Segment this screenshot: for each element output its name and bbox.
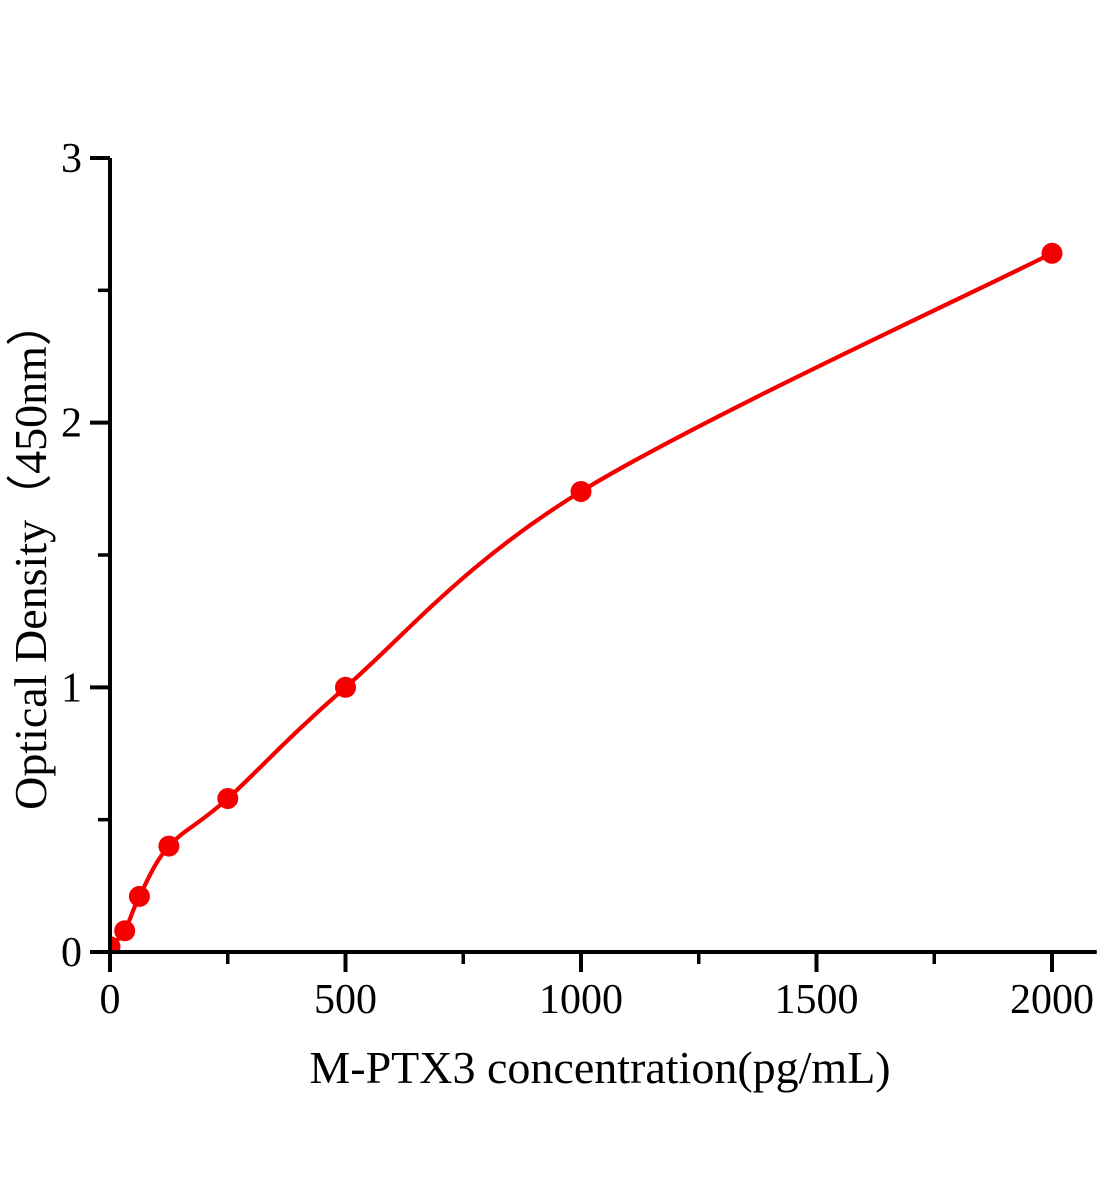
y-tick-label: 0 bbox=[61, 930, 82, 976]
data-point bbox=[1041, 242, 1063, 264]
x-tick-label: 1500 bbox=[775, 977, 859, 1023]
x-axis-ticks bbox=[108, 952, 1054, 972]
y-tick-label: 3 bbox=[61, 136, 82, 182]
y-tick-label: 1 bbox=[61, 665, 82, 711]
y-axis-title: Optical Density（450nm） bbox=[5, 300, 56, 810]
data-point bbox=[111, 936, 121, 951]
y-tick-label: 2 bbox=[61, 401, 82, 447]
data-point-markers bbox=[111, 242, 1063, 951]
x-tick-label: 500 bbox=[314, 977, 377, 1023]
data-point bbox=[335, 676, 356, 698]
data-layer bbox=[111, 242, 1063, 951]
data-point bbox=[114, 920, 136, 942]
fit-curve-line bbox=[111, 251, 1055, 949]
y-axis-ticks bbox=[90, 156, 110, 954]
x-tick-label: 1000 bbox=[539, 977, 623, 1023]
data-point bbox=[217, 788, 239, 809]
x-axis-tick-labels: 0 500 1000 1500 2000 bbox=[100, 977, 1095, 1023]
data-point bbox=[570, 481, 592, 502]
data-point bbox=[128, 885, 150, 907]
axes: 0 500 1000 1500 2000 0 1 2 3 bbox=[61, 136, 1097, 1023]
x-axis-title: M-PTX3 concentration(pg/mL) bbox=[309, 1042, 890, 1093]
y-axis-tick-labels: 0 1 2 3 bbox=[61, 136, 82, 976]
x-tick-label: 0 bbox=[100, 977, 121, 1023]
data-point bbox=[158, 835, 180, 857]
x-tick-label: 2000 bbox=[1010, 977, 1094, 1023]
